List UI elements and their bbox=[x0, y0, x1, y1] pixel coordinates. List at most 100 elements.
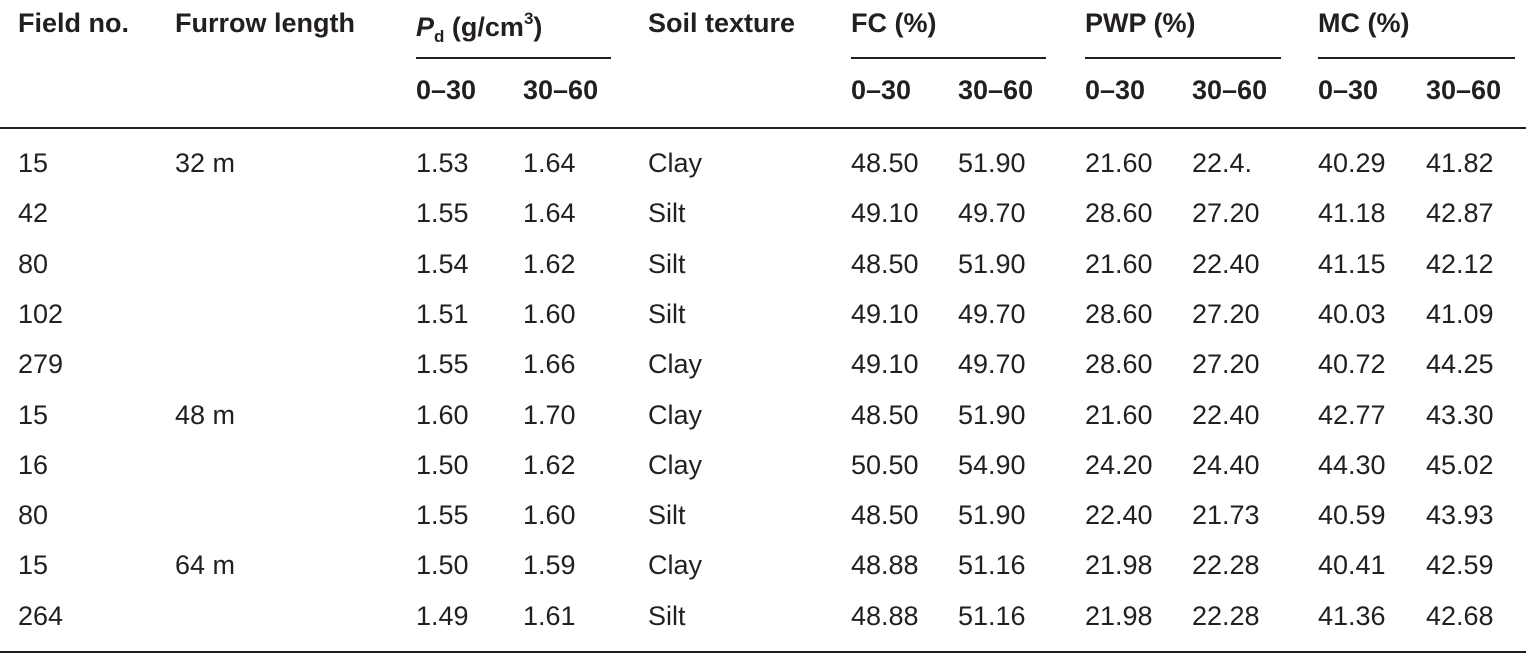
cell: 41.36 bbox=[1318, 600, 1386, 631]
cell: 64 m bbox=[175, 550, 236, 581]
cell: 102 bbox=[18, 298, 64, 329]
header-cell: FC (%) bbox=[851, 8, 937, 38]
cell: 1.70 bbox=[523, 399, 576, 430]
cell: 51.90 bbox=[958, 248, 1026, 279]
cell: 40.72 bbox=[1318, 349, 1386, 380]
header-cell: Soil texture bbox=[648, 8, 796, 38]
cell: 1.50 bbox=[416, 550, 469, 581]
cell: 40.59 bbox=[1318, 500, 1386, 531]
cell: 24.40 bbox=[1192, 449, 1260, 480]
cell: 49.70 bbox=[958, 198, 1026, 229]
cell: 49.10 bbox=[851, 298, 919, 329]
cell: 48 m bbox=[175, 399, 236, 430]
cell: 279 bbox=[18, 349, 64, 380]
cell: 1.54 bbox=[416, 248, 469, 279]
cell: 48.50 bbox=[851, 248, 919, 279]
depth-header: 30–60 bbox=[523, 75, 599, 105]
symbol: P bbox=[416, 12, 435, 42]
cell: 21.60 bbox=[1085, 248, 1153, 279]
subscript: d bbox=[434, 27, 445, 46]
cell: 42.68 bbox=[1426, 600, 1494, 631]
cell: 50.50 bbox=[851, 449, 919, 480]
cell: 1.61 bbox=[523, 600, 576, 631]
cell: 21.98 bbox=[1085, 550, 1153, 581]
cell: 21.73 bbox=[1192, 500, 1260, 531]
cell: 51.90 bbox=[958, 500, 1026, 531]
cell: 40.41 bbox=[1318, 550, 1386, 581]
cell: 15 bbox=[18, 399, 49, 430]
depth-header: 30–60 bbox=[1192, 75, 1268, 105]
cell: 1.64 bbox=[523, 148, 576, 178]
cell: Silt bbox=[648, 248, 686, 279]
header-rule bbox=[0, 127, 1526, 129]
cell: 42.77 bbox=[1318, 399, 1386, 430]
cell: 27.20 bbox=[1192, 198, 1260, 229]
cell: 49.10 bbox=[851, 198, 919, 229]
depth-header: 0–30 bbox=[1085, 75, 1146, 105]
bottom-rule bbox=[0, 651, 1526, 653]
cell: 264 bbox=[18, 600, 64, 631]
depth-header: 30–60 bbox=[958, 75, 1034, 105]
cell: Clay bbox=[648, 148, 703, 178]
cell: 1.60 bbox=[416, 399, 469, 430]
cell: 51.16 bbox=[958, 550, 1026, 581]
cell: 40.03 bbox=[1318, 298, 1386, 329]
cell: 21.60 bbox=[1085, 399, 1153, 430]
cell: 1.51 bbox=[416, 298, 469, 329]
depth-header: 0–30 bbox=[416, 75, 477, 105]
cell: 42.59 bbox=[1426, 550, 1494, 581]
cell: 16 bbox=[18, 449, 49, 480]
cell: 1.60 bbox=[523, 298, 576, 329]
cell: 1.55 bbox=[416, 349, 469, 380]
cell: 51.90 bbox=[958, 399, 1026, 430]
cell: 45.02 bbox=[1426, 449, 1494, 480]
cell: 21.60 bbox=[1085, 148, 1153, 178]
unit-close: ) bbox=[533, 12, 543, 42]
cell: 27.20 bbox=[1192, 349, 1260, 380]
cell: 80 bbox=[18, 248, 49, 279]
cell: Silt bbox=[648, 298, 686, 329]
cell: 28.60 bbox=[1085, 349, 1153, 380]
cell: 22.28 bbox=[1192, 600, 1260, 631]
cell: 41.18 bbox=[1318, 198, 1386, 229]
cell: 49.10 bbox=[851, 349, 919, 380]
cell: 51.16 bbox=[958, 600, 1026, 631]
cell: 54.90 bbox=[958, 449, 1026, 480]
cell: 1.60 bbox=[523, 500, 576, 531]
cell: 42 bbox=[18, 198, 49, 229]
cell: 1.64 bbox=[523, 198, 576, 229]
header-cell: Furrow length bbox=[175, 8, 355, 38]
cell: 22.40 bbox=[1192, 399, 1260, 430]
cell: 49.70 bbox=[958, 349, 1026, 380]
cell: Clay bbox=[648, 399, 703, 430]
cell: 24.20 bbox=[1085, 449, 1153, 480]
depth-header: 30–60 bbox=[1426, 75, 1502, 105]
cell: 48.88 bbox=[851, 600, 919, 631]
header-cell: PWP (%) bbox=[1085, 8, 1196, 38]
cell: 41.15 bbox=[1318, 248, 1386, 279]
unit: (g/cm bbox=[451, 12, 524, 42]
superscript: 3 bbox=[523, 9, 534, 28]
cell: 42.87 bbox=[1426, 198, 1494, 229]
cell: 1.50 bbox=[416, 449, 469, 480]
cell: 28.60 bbox=[1085, 198, 1153, 229]
cell: 51.90 bbox=[958, 148, 1026, 178]
cell: 43.30 bbox=[1426, 399, 1494, 430]
cell: 22.28 bbox=[1192, 550, 1260, 581]
cell: Silt bbox=[648, 600, 686, 631]
cell: 80 bbox=[18, 500, 49, 531]
group-rule bbox=[851, 57, 1046, 59]
cell: 1.62 bbox=[523, 449, 576, 480]
cell: 1.66 bbox=[523, 349, 576, 380]
cell: 48.50 bbox=[851, 500, 919, 531]
cell: 22.40 bbox=[1192, 248, 1260, 279]
cell: Clay bbox=[648, 449, 703, 480]
cell: 44.25 bbox=[1426, 349, 1494, 380]
cell: 15 bbox=[18, 148, 49, 178]
cell: 48.50 bbox=[851, 399, 919, 430]
cell: 27.20 bbox=[1192, 298, 1260, 329]
cell: 21.98 bbox=[1085, 600, 1153, 631]
cell: 22.40 bbox=[1085, 500, 1153, 531]
cell: 1.55 bbox=[416, 500, 469, 531]
